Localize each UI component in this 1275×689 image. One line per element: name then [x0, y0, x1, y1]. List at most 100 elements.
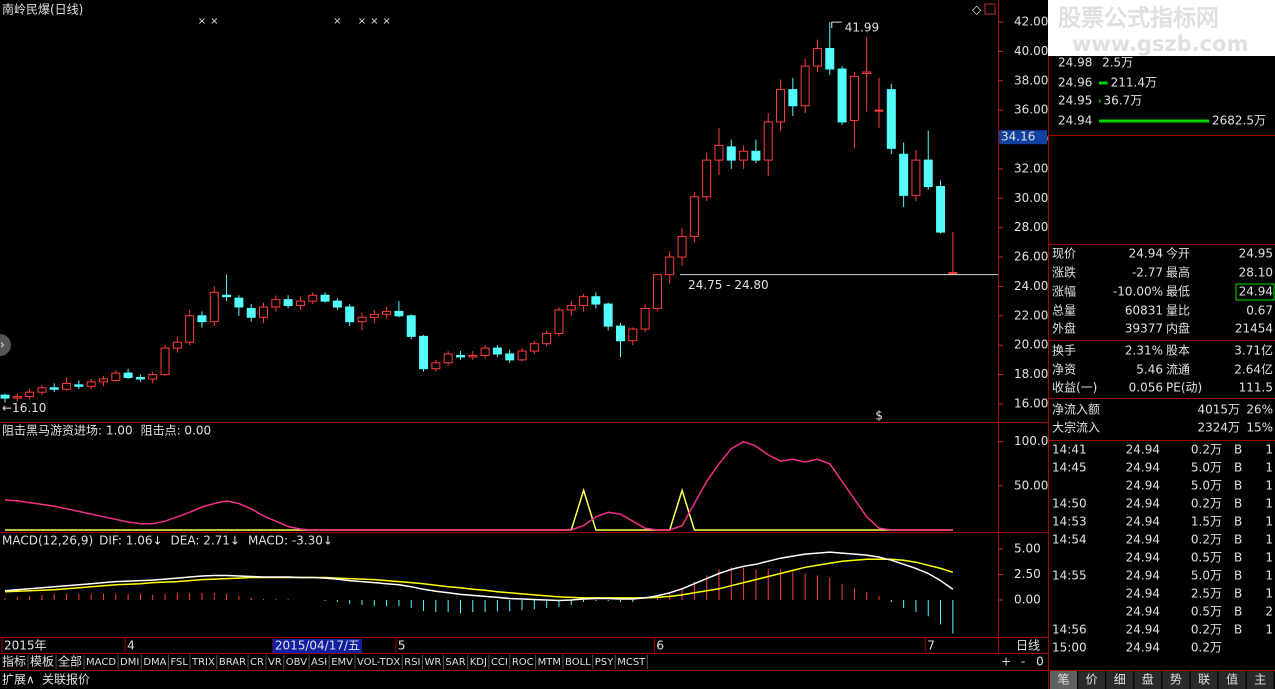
flow-label: 大宗流入	[1052, 420, 1100, 435]
low-marker: ←16.10	[2, 401, 46, 415]
panel-tab[interactable]: 主	[1254, 673, 1266, 687]
indicator-tab[interactable]: RSI	[404, 657, 420, 668]
tick-cell: B	[1234, 605, 1242, 619]
indicator-tab[interactable]: PSY	[595, 657, 614, 668]
indicator-tab[interactable]: MACD	[86, 657, 116, 668]
quote-value: 60831	[1125, 304, 1163, 318]
tick-cell: 0.2万	[1191, 641, 1222, 655]
tick-cell: 1.5万	[1191, 515, 1222, 529]
tick-cell: 24.94	[1126, 641, 1160, 655]
y-tick-label: 28.00	[1014, 220, 1048, 234]
toolbar-control[interactable]: 0	[1036, 655, 1044, 669]
indicator-tab[interactable]: DMA	[143, 657, 166, 668]
tick-cell: B	[1234, 551, 1242, 565]
candle-body	[431, 362, 441, 370]
tick-cell: 1	[1265, 587, 1273, 601]
signal-mark: ×	[358, 16, 366, 27]
indicator-tab[interactable]: 指标	[2, 654, 26, 669]
indicator-tab[interactable]: BRAR	[219, 657, 246, 668]
panel-tab-bg	[1050, 671, 1077, 689]
indicator-tab[interactable]: ASI	[311, 657, 327, 668]
status-item[interactable]: 扩展∧	[2, 673, 35, 687]
candle-body	[345, 306, 355, 323]
indicator-tab[interactable]: VOL-TDX	[357, 657, 400, 668]
toolbar-control[interactable]: -	[1021, 655, 1025, 669]
candle-body	[271, 299, 281, 308]
macd-line	[4, 551, 954, 602]
candle-body	[160, 347, 170, 376]
indicator-tab[interactable]: OBV	[286, 657, 307, 668]
tick-cell: 5.0万	[1191, 569, 1222, 583]
book-volume: 36.7万	[1104, 94, 1143, 108]
tick-cell: 15:00	[1052, 641, 1087, 655]
y-tick-label: 36.00	[1014, 103, 1048, 117]
candle-body	[677, 235, 687, 258]
candle-body	[579, 296, 589, 307]
indicator-tab[interactable]: 全部	[58, 654, 82, 669]
window-icons: ◇	[972, 3, 982, 17]
panel-tab[interactable]: 价	[1086, 673, 1098, 687]
indicator-tab[interactable]: KDJ	[470, 657, 487, 668]
panel-tab[interactable]: 盘	[1142, 672, 1154, 687]
indicator-tab[interactable]: VR	[268, 657, 282, 668]
indicator-tab[interactable]: FSL	[170, 657, 188, 668]
quote-label: 今开	[1166, 246, 1190, 261]
panel-tab[interactable]: 细	[1114, 673, 1126, 687]
indicator-line	[4, 440, 953, 531]
signal-mark: $	[875, 409, 883, 423]
legend-entry: 阻击点: 0.00	[141, 424, 212, 438]
y-tick-label: 32.00	[1014, 161, 1048, 175]
candle-body	[185, 315, 195, 343]
indicator-tab[interactable]: CCI	[491, 657, 508, 668]
indicator-tab[interactable]: EMV	[331, 657, 353, 668]
panel-tab-bg	[1078, 671, 1106, 689]
quote-value: 39377	[1125, 322, 1163, 336]
candle-body	[12, 396, 22, 399]
side-handle[interactable]	[0, 334, 11, 356]
book-price: 24.95	[1058, 94, 1092, 108]
quote-value: 28.10	[1239, 266, 1273, 280]
indicator-tab[interactable]: SAR	[445, 657, 465, 668]
quote-label: 换手	[1052, 344, 1076, 358]
cursor-price: 34.16	[1001, 130, 1035, 144]
candle-body	[148, 374, 158, 380]
indicator-tab[interactable]: ROC	[512, 657, 534, 668]
candle-body	[135, 376, 145, 380]
indicator-tab[interactable]: BOLL	[565, 657, 591, 668]
panel-tab[interactable]: 联	[1198, 673, 1210, 687]
indicator-tab[interactable]: MTM	[538, 657, 561, 668]
indicator-tab[interactable]: DMI	[120, 657, 139, 668]
y-tick-label: 42.00	[1014, 15, 1048, 29]
indicator-tab[interactable]: CR	[250, 657, 264, 668]
panel-tab[interactable]: 笔	[1057, 672, 1069, 687]
x-tick-label: 4	[127, 639, 135, 653]
tick-cell: 1	[1265, 515, 1273, 529]
candle-body	[948, 272, 958, 275]
signal-mark: ×	[210, 16, 218, 27]
watermark-url: www.gszb.com	[1072, 32, 1248, 56]
panel-tab[interactable]: 值	[1226, 672, 1238, 687]
tick-cell: 24.94	[1126, 551, 1160, 565]
window-button[interactable]	[984, 3, 996, 15]
y-tick-label: 16.00	[1014, 396, 1048, 410]
indicator-tab[interactable]: 模板	[30, 655, 54, 669]
indicator-tab[interactable]: MCST	[617, 657, 646, 668]
watermark-bg	[1048, 0, 1275, 56]
y-tick-label: 2.50	[1014, 567, 1041, 581]
y-tick-label: 100.0	[1014, 434, 1048, 448]
status-item[interactable]: 关联报价	[42, 672, 90, 687]
toolbar-control[interactable]: +	[1001, 655, 1011, 669]
macd-title: MACD(12,26,9)	[2, 534, 93, 548]
indicator-tab[interactable]: TRIX	[191, 657, 215, 668]
legend-entry: 游资进场: 1.00	[50, 424, 133, 438]
signal-mark: ×	[333, 16, 341, 27]
candle-body	[726, 146, 736, 161]
x-cursor-box	[272, 639, 363, 653]
panel-tab[interactable]: 势	[1170, 673, 1182, 687]
candle-body	[763, 121, 773, 161]
candle-body	[443, 353, 453, 364]
tick-cell: B	[1234, 569, 1242, 583]
panel-tab-bg	[1246, 671, 1274, 689]
quote-label: 内盘	[1166, 321, 1190, 336]
indicator-tab[interactable]: WR	[425, 657, 442, 668]
